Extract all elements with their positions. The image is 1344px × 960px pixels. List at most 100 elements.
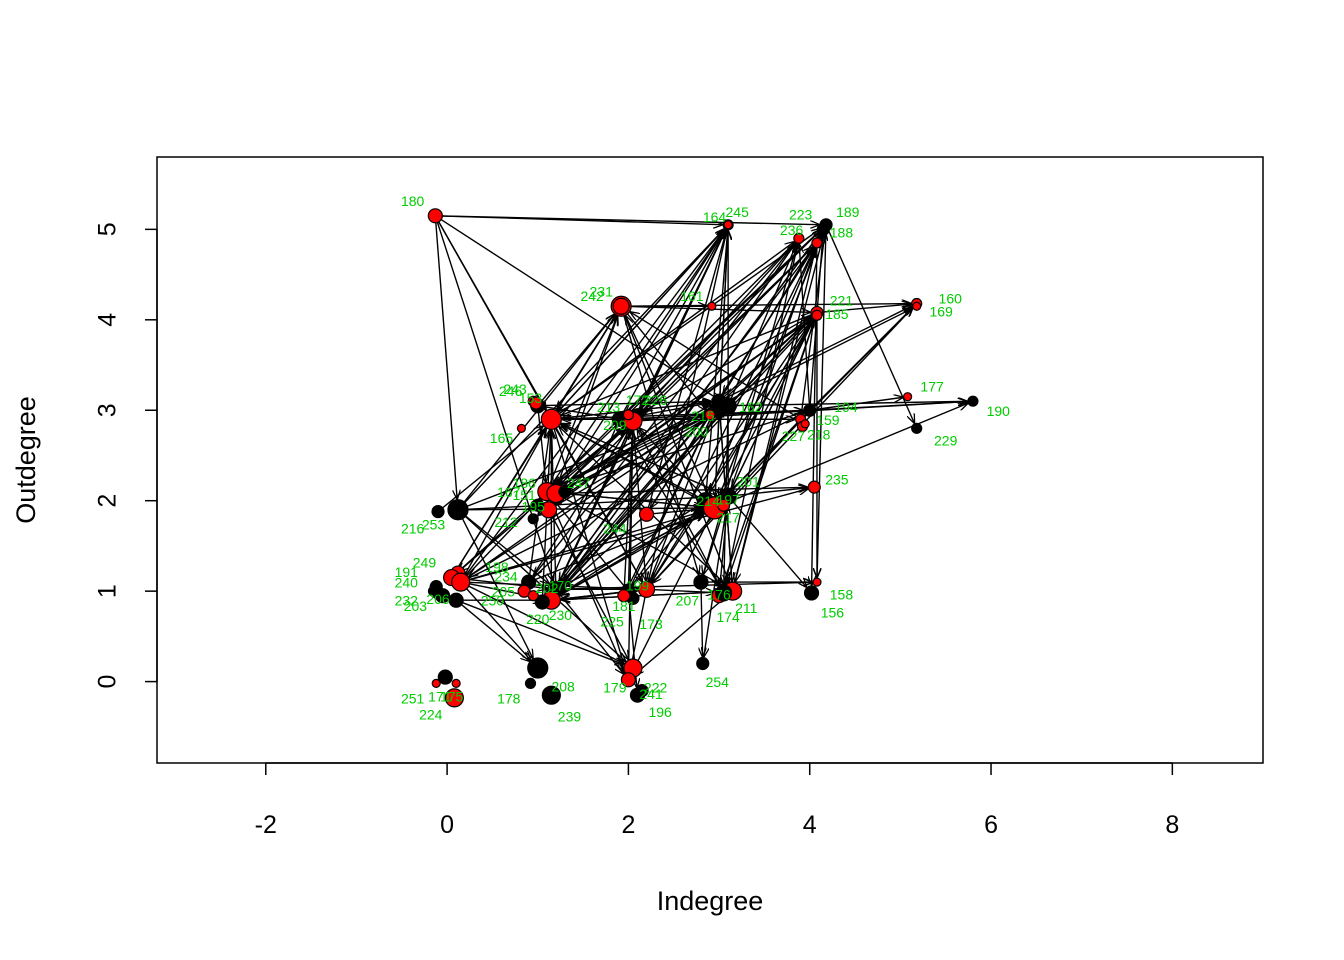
node-label-229: 229 [934,433,958,449]
node-label-247: 247 [567,475,591,491]
node-212 [527,513,539,525]
node-220 [527,590,539,602]
node-156 [803,585,820,601]
x-axis: -2 0 2 4 6 8 [255,762,1179,839]
edge-253-183 [437,426,543,513]
edge-194-236 [799,244,811,411]
edge-176-222 [635,590,734,674]
edge-225-215 [623,408,716,596]
edge-206-208 [455,599,529,661]
node-label-200: 200 [685,424,709,440]
node-158 [812,577,822,587]
node-215 [711,393,727,409]
node-label-173: 173 [639,616,663,632]
node-183 [540,408,562,430]
node-label-164: 164 [703,209,727,225]
edge-231-160 [621,304,911,307]
node-235 [807,480,821,494]
node-172 [622,409,635,421]
edge-216-197 [457,508,703,510]
edge-231-176 [620,305,729,582]
node-244 [638,506,655,522]
x-tick-label: 6 [984,811,998,839]
node-167 [531,498,545,512]
node-171 [437,669,453,685]
node-label-218: 218 [807,426,831,442]
edge-183-164 [550,229,724,420]
node-label-186: 186 [512,475,536,491]
edge-164-214 [706,224,729,492]
edge-243-215 [537,401,711,407]
node-label-160: 160 [939,291,963,307]
node-label-208: 208 [551,679,575,695]
edge-194-186 [556,409,810,488]
node-label-158: 158 [830,586,854,602]
edge-151-162 [555,410,720,495]
edge-201-221 [727,319,814,497]
node-label-203: 203 [404,598,428,614]
node-label-216: 216 [401,520,425,536]
node-label-241: 241 [639,686,663,702]
edge-202-197 [551,514,704,601]
node-label-156: 156 [821,604,845,620]
node-label-169: 169 [929,303,953,319]
node-label-178: 178 [497,690,521,706]
edge-207-254 [701,582,703,656]
node-208 [527,657,549,679]
edge-198-197 [460,511,703,583]
node-label-176: 176 [707,586,731,602]
node-251 [431,678,441,689]
node-label-212: 212 [494,514,518,530]
edge-162-236 [727,244,796,407]
node-label-236: 236 [780,222,804,238]
edge-199-160 [646,308,913,590]
node-label-223: 223 [789,206,813,222]
node-label-239: 239 [558,708,582,724]
node-200 [704,409,716,421]
node-label-221: 221 [830,292,854,308]
node-label-188: 188 [830,225,854,241]
y-tick-label: 2 [94,494,122,508]
y-axis-title: Outdegree [11,396,41,524]
node-label-199: 199 [626,577,650,593]
node-label-174: 174 [716,609,740,625]
node-label-232: 232 [395,593,419,609]
edge-197-190 [714,403,968,509]
edge-198-164 [460,230,725,583]
node-label-220: 220 [526,611,550,627]
edge-199-215 [645,409,717,590]
node-label-170: 170 [549,577,573,593]
edge-202-162 [550,412,722,601]
node-153 [529,396,543,410]
node-label-251: 251 [401,690,425,706]
node-label-153: 153 [519,390,543,406]
edge-151-235 [555,487,807,495]
node-label-211: 211 [735,600,758,616]
node-label-159: 159 [816,412,840,428]
node-label-224: 224 [419,707,443,723]
edge-215-160 [718,306,911,402]
edge-164-151 [561,224,729,485]
nodes-layer [427,208,979,708]
node-label-201: 201 [736,473,760,489]
edge-189-158 [817,224,827,577]
edge-199-222 [630,589,648,672]
edge-151-209 [555,428,626,494]
node-185 [811,309,823,321]
node-label-171: 171 [428,689,452,705]
node-label-207: 207 [676,593,700,609]
edge-202-209 [550,430,628,601]
edge-215-189 [718,231,822,402]
node-label-234: 234 [494,568,518,584]
node-198 [451,572,471,592]
node-label-189: 189 [836,204,860,220]
node-label-167: 167 [497,484,521,500]
edge-183-189 [550,229,820,420]
node-label-198: 198 [485,559,509,575]
edge-202-189 [550,230,822,601]
node-label-202: 202 [535,580,559,596]
edge-213-164 [618,230,725,420]
node-label-225: 225 [600,614,624,630]
edge-159-231 [630,312,802,420]
